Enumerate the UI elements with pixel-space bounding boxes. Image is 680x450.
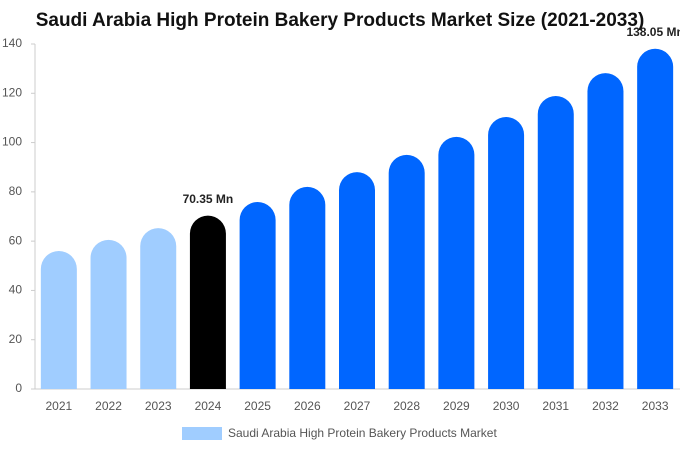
x-tick-label: 2033 — [642, 399, 669, 413]
bar — [339, 172, 375, 389]
y-tick-label: 100 — [2, 135, 22, 149]
x-tick-label: 2028 — [393, 399, 420, 413]
y-tick-label: 120 — [2, 85, 22, 99]
x-tick-label: 2025 — [244, 399, 271, 413]
bar — [90, 239, 127, 389]
legend-label: Saudi Arabia High Protein Bakery Product… — [228, 426, 497, 440]
x-tick-label: 2022 — [95, 399, 122, 413]
y-tick-label: 40 — [9, 283, 23, 297]
y-tick-label: 20 — [9, 332, 23, 346]
bar — [388, 154, 425, 389]
x-tick-label: 2029 — [443, 399, 470, 413]
y-tick-label: 60 — [9, 233, 23, 247]
data-label: 70.35 Mn — [183, 192, 234, 206]
x-tick-label: 2032 — [592, 399, 619, 413]
bar — [289, 186, 326, 389]
data-label: 138.05 Mn — [626, 25, 680, 39]
bar — [140, 228, 177, 389]
y-tick-label: 0 — [15, 381, 22, 395]
legend-swatch — [182, 427, 222, 440]
chart-title: Saudi Arabia High Protein Bakery Product… — [36, 10, 645, 31]
bar — [40, 251, 77, 389]
y-tick-label: 140 — [2, 36, 22, 50]
x-tick-label: 2023 — [145, 399, 172, 413]
y-tick-label: 80 — [9, 184, 23, 198]
x-tick-label: 2021 — [45, 399, 72, 413]
bar — [488, 116, 525, 389]
bar — [438, 136, 475, 389]
x-tick-label: 2030 — [493, 399, 520, 413]
bar — [239, 201, 276, 389]
bar — [537, 95, 574, 389]
bar — [587, 73, 624, 389]
bar — [189, 215, 226, 389]
x-tick-label: 2027 — [344, 399, 371, 413]
x-tick-label: 2031 — [542, 399, 569, 413]
x-tick-label: 2026 — [294, 399, 321, 413]
bar — [637, 48, 674, 389]
x-tick-label: 2024 — [195, 399, 222, 413]
